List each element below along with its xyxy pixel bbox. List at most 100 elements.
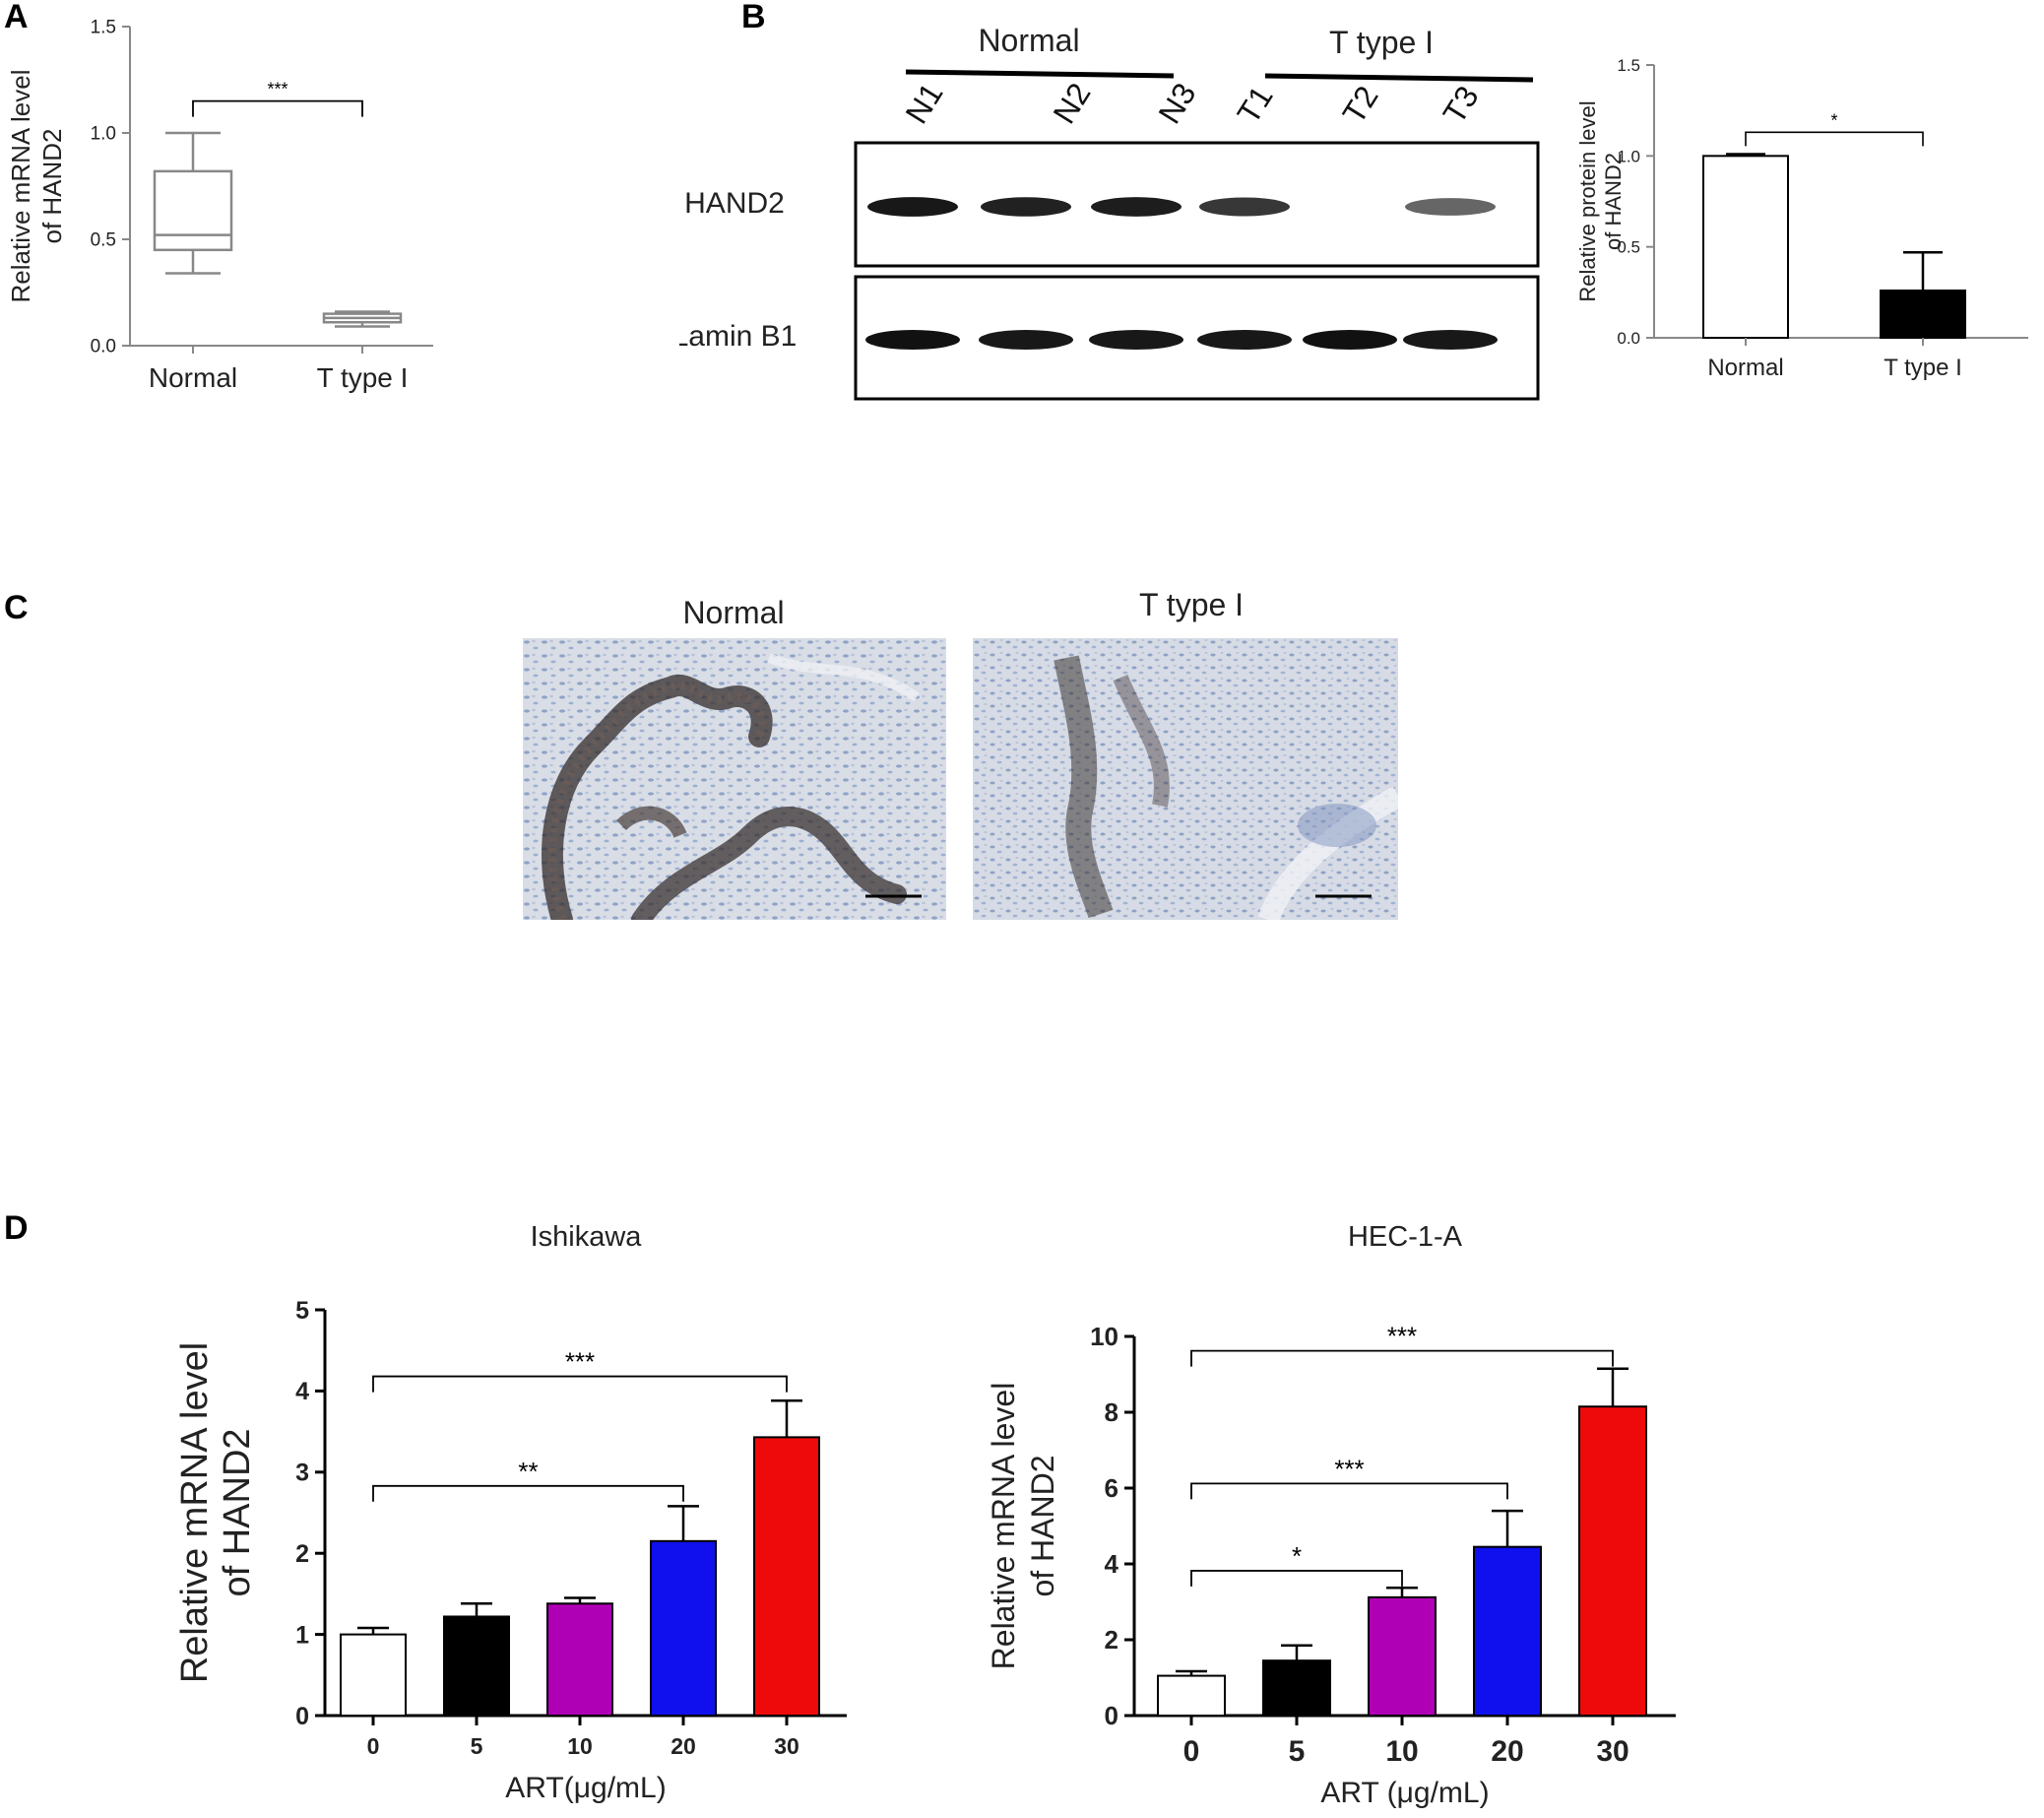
x-tick-label: T type I bbox=[1884, 355, 1962, 381]
x-tick-label: 30 bbox=[1596, 1735, 1629, 1768]
bar-5 bbox=[1262, 1659, 1331, 1717]
y-tick-label: 1.5 bbox=[91, 18, 116, 38]
x-tick-label: 10 bbox=[1385, 1735, 1418, 1768]
bar-0 bbox=[340, 1633, 407, 1718]
bar-5 bbox=[443, 1615, 510, 1717]
panel-d-hec1a-bar-chart: HEC-1-A 0 2 4 6 8 10 Relative mRNA level of HAND… bbox=[986, 1221, 1676, 1809]
blot-group-tumor: T type I bbox=[1329, 25, 1434, 60]
significance-bracket bbox=[1745, 131, 1924, 147]
y-tick-label: 2 bbox=[295, 1540, 309, 1568]
x-tick-label: 5 bbox=[1289, 1735, 1306, 1768]
x-tick-label: 30 bbox=[774, 1733, 799, 1759]
bar-normal bbox=[1702, 155, 1789, 339]
band-lamin-b1-n3 bbox=[1089, 330, 1183, 350]
x-axis-label: ART (μg/mL) bbox=[1320, 1777, 1489, 1809]
y-tick-label: 8 bbox=[1105, 1397, 1118, 1427]
y-axis-label-line1: Relative mRNA level bbox=[986, 1383, 1021, 1670]
significance-bracket bbox=[1190, 1482, 1508, 1500]
significance-bracket bbox=[1190, 1570, 1403, 1587]
y-axis-label-line1: Relative mRNA level bbox=[6, 70, 35, 303]
ihc-title-normal: Normal bbox=[682, 595, 785, 630]
bar-30 bbox=[1578, 1405, 1647, 1717]
y-tick-label: 1.5 bbox=[1617, 56, 1640, 75]
x-tick-label: Normal bbox=[149, 362, 237, 393]
y-tick-label: 0 bbox=[1105, 1701, 1118, 1730]
y-tick-label: 0.5 bbox=[1617, 238, 1640, 257]
panel-label-a: A bbox=[4, 0, 29, 35]
panel-label-b: B bbox=[741, 0, 766, 35]
panel-a-box-plot: 0.0 0.5 1.0 1.5 Relative mRNA level of HAND2 N… bbox=[6, 18, 433, 393]
band-hand2-n2 bbox=[981, 197, 1071, 217]
x-tick-label: T type I bbox=[317, 362, 409, 393]
bar-t-type-i bbox=[1880, 289, 1966, 339]
band-hand2-n1 bbox=[867, 197, 958, 217]
y-tick-label: 1.0 bbox=[91, 124, 116, 145]
x-tick-label: Normal bbox=[1707, 355, 1783, 381]
y-tick-label: 0.5 bbox=[91, 230, 116, 251]
blot-group-normal: Normal bbox=[978, 23, 1079, 58]
bar-10 bbox=[1368, 1595, 1437, 1718]
blot-group-tumor-bar bbox=[1264, 73, 1534, 83]
bar-0 bbox=[1157, 1674, 1226, 1718]
y-axis-label-line2: of HAND2 bbox=[1025, 1455, 1060, 1596]
x-tick-label: 0 bbox=[1183, 1735, 1200, 1768]
x-tick-label: 10 bbox=[567, 1733, 593, 1759]
significance-bracket bbox=[1190, 1349, 1614, 1367]
y-tick-label: 6 bbox=[1105, 1473, 1118, 1503]
lane-label-n2: N2 bbox=[1046, 77, 1097, 130]
band-hand2-t1 bbox=[1199, 197, 1290, 217]
panel-label-c: C bbox=[4, 589, 29, 626]
lane-label-t1: T1 bbox=[1230, 80, 1279, 130]
band-lamin-b1-t3 bbox=[1403, 330, 1498, 350]
y-tick-label: 1.0 bbox=[1617, 147, 1640, 165]
lane-label-t3: T3 bbox=[1436, 80, 1485, 130]
significance-label: * bbox=[1292, 1541, 1302, 1571]
bar-20 bbox=[650, 1539, 717, 1717]
y-tick-label: 2 bbox=[1105, 1625, 1118, 1655]
band-hand2-n3 bbox=[1091, 197, 1182, 217]
y-tick-label: 4 bbox=[1105, 1549, 1119, 1579]
y-tick-label: 0 bbox=[295, 1703, 309, 1730]
ihc-image-normal bbox=[523, 638, 946, 920]
blot-row-label-lamin-b1: Lamin B1 bbox=[679, 320, 797, 353]
significance-label: *** bbox=[267, 80, 287, 99]
band-hand2-t3 bbox=[1405, 198, 1496, 216]
y-axis-label-line2: of HAND2 bbox=[37, 128, 67, 243]
y-axis-label-line2: of HAND2 bbox=[1601, 153, 1626, 250]
x-tick-label: 0 bbox=[367, 1733, 380, 1759]
panel-label-d: D bbox=[4, 1209, 29, 1247]
lane-label-t2: T2 bbox=[1335, 80, 1384, 130]
x-tick-label: 20 bbox=[671, 1733, 696, 1759]
y-axis-label-line2: of HAND2 bbox=[217, 1428, 258, 1596]
y-tick-label: 3 bbox=[295, 1460, 309, 1487]
significance-bracket bbox=[372, 1375, 788, 1393]
bar-20 bbox=[1473, 1545, 1542, 1717]
chart-title: Ishikawa bbox=[531, 1221, 643, 1253]
significance-label: *** bbox=[565, 1347, 595, 1377]
y-axis-label-line1: Relative mRNA level bbox=[174, 1342, 216, 1683]
band-lamin-b1-n2 bbox=[979, 330, 1073, 350]
y-tick-label: 0.0 bbox=[91, 337, 116, 357]
band-lamin-b1-t1 bbox=[1197, 330, 1292, 350]
chart-title: HEC-1-A bbox=[1348, 1221, 1463, 1253]
x-axis-label: ART(μg/mL) bbox=[505, 1772, 666, 1804]
significance-bracket bbox=[192, 99, 363, 117]
ihc-image-tumor bbox=[973, 638, 1398, 920]
band-lamin-b1-n1 bbox=[865, 330, 960, 350]
significance-bracket bbox=[372, 1484, 684, 1502]
panel-b-protein-bar-chart: 0.0 0.5 1.0 1.5 Relative protein level of HAN… bbox=[1575, 56, 2028, 381]
x-tick-label: 5 bbox=[471, 1733, 483, 1759]
significance-label: *** bbox=[1387, 1322, 1417, 1351]
panel-b-western-blot: Normal T type I N1 N2 N3 T1 T2 T3 HAND2 Lamin… bbox=[679, 23, 1540, 401]
bar-10 bbox=[546, 1602, 613, 1717]
ihc-title-tumor: T type I bbox=[1138, 587, 1245, 622]
y-tick-label: 0.0 bbox=[1617, 329, 1640, 348]
band-lamin-b1-t2 bbox=[1303, 330, 1397, 350]
blot-frame-hand2 bbox=[854, 141, 1540, 268]
y-tick-label: 1 bbox=[295, 1621, 309, 1649]
y-tick-label: 4 bbox=[295, 1378, 309, 1405]
y-tick-label: 10 bbox=[1090, 1322, 1118, 1351]
y-axis-label-line1: Relative protein level bbox=[1575, 100, 1600, 301]
significance-label: * bbox=[1830, 110, 1837, 130]
bar-30 bbox=[753, 1436, 820, 1717]
